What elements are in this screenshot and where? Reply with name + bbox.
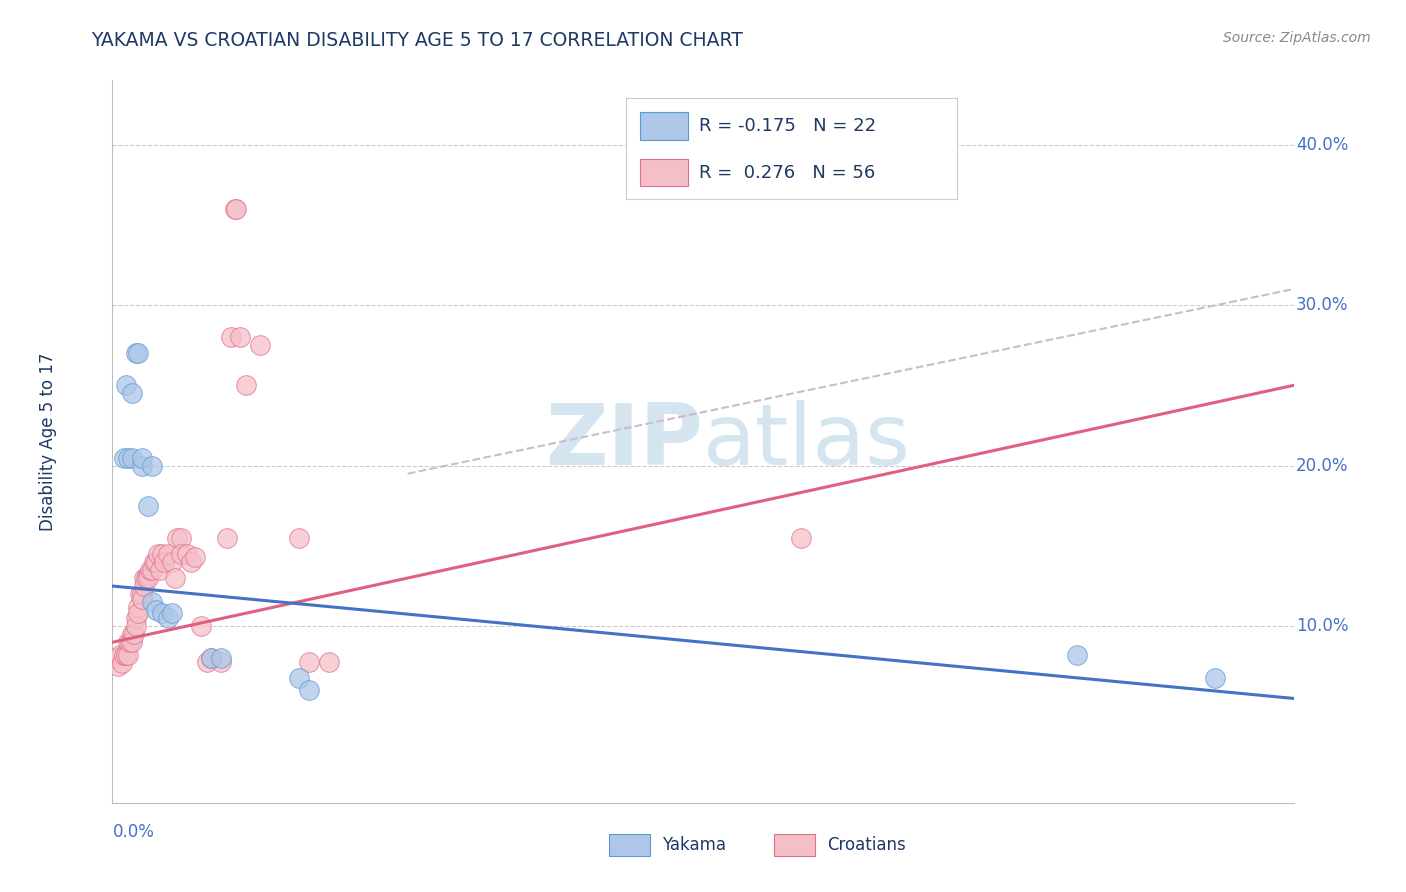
Point <box>136 499 159 513</box>
Point <box>122 627 145 641</box>
Point <box>121 635 143 649</box>
Point <box>125 619 148 633</box>
Point <box>219 330 242 344</box>
Point <box>288 531 311 545</box>
Point <box>125 346 148 360</box>
Text: 0.0%: 0.0% <box>112 823 155 841</box>
Point <box>184 550 207 565</box>
Point <box>127 599 149 614</box>
Point <box>127 607 149 621</box>
FancyBboxPatch shape <box>609 834 650 855</box>
Point <box>160 555 183 569</box>
Point <box>117 450 139 465</box>
Point <box>200 651 222 665</box>
Text: Source: ZipAtlas.com: Source: ZipAtlas.com <box>1223 31 1371 45</box>
Point <box>318 655 340 669</box>
Point <box>115 648 138 662</box>
Point <box>132 571 155 585</box>
Point <box>224 202 246 216</box>
Point <box>150 547 173 561</box>
Point <box>117 635 139 649</box>
Point <box>150 607 173 621</box>
Point <box>107 659 129 673</box>
Point <box>170 531 193 545</box>
Point <box>209 655 232 669</box>
Point <box>120 635 142 649</box>
Point <box>145 603 167 617</box>
Point <box>141 563 163 577</box>
Text: atlas: atlas <box>703 400 911 483</box>
Point <box>136 571 159 585</box>
Point <box>129 587 152 601</box>
Point <box>165 571 187 585</box>
FancyBboxPatch shape <box>640 112 688 139</box>
Point <box>121 450 143 465</box>
Point <box>195 655 218 669</box>
Point <box>298 683 321 698</box>
Point <box>156 547 179 561</box>
Text: YAKAMA VS CROATIAN DISABILITY AGE 5 TO 17 CORRELATION CHART: YAKAMA VS CROATIAN DISABILITY AGE 5 TO 1… <box>91 31 744 50</box>
Point <box>209 651 232 665</box>
Point <box>121 627 143 641</box>
Point <box>200 651 222 665</box>
Point <box>131 450 153 465</box>
Text: Yakama: Yakama <box>662 836 725 854</box>
FancyBboxPatch shape <box>640 159 688 186</box>
Point <box>105 651 128 665</box>
Text: 30.0%: 30.0% <box>1296 296 1348 314</box>
Point <box>127 346 149 360</box>
Point <box>152 555 174 569</box>
Point <box>121 386 143 401</box>
Point <box>170 547 193 561</box>
Point <box>125 611 148 625</box>
Point <box>136 567 159 582</box>
Point <box>176 547 198 561</box>
Point <box>135 571 157 585</box>
Point <box>132 579 155 593</box>
Text: R = -0.175   N = 22: R = -0.175 N = 22 <box>699 117 876 135</box>
Point <box>139 563 162 577</box>
Point <box>1066 648 1088 662</box>
Point <box>145 555 167 569</box>
Text: R =  0.276   N = 56: R = 0.276 N = 56 <box>699 164 876 182</box>
Point <box>111 656 134 670</box>
Point <box>215 531 238 545</box>
Point <box>142 555 165 569</box>
Point <box>166 531 188 545</box>
Point <box>229 330 252 344</box>
Point <box>180 555 202 569</box>
Point <box>160 607 183 621</box>
FancyBboxPatch shape <box>626 98 957 200</box>
Point <box>1204 671 1226 685</box>
Text: 20.0%: 20.0% <box>1296 457 1348 475</box>
Point <box>146 547 169 561</box>
Point <box>225 202 247 216</box>
Point <box>298 655 321 669</box>
Point <box>131 458 153 473</box>
Point <box>235 378 257 392</box>
Point <box>110 648 132 662</box>
Text: ZIP: ZIP <box>546 400 703 483</box>
Point <box>790 531 813 545</box>
Point <box>288 671 311 685</box>
Point <box>156 611 179 625</box>
Text: Disability Age 5 to 17: Disability Age 5 to 17 <box>38 352 56 531</box>
Point <box>131 587 153 601</box>
Point <box>112 450 135 465</box>
Point <box>112 648 135 662</box>
Point <box>190 619 212 633</box>
Point <box>117 648 139 662</box>
Point <box>115 378 138 392</box>
Text: 10.0%: 10.0% <box>1296 617 1348 635</box>
Point <box>131 591 153 606</box>
FancyBboxPatch shape <box>773 834 815 855</box>
Point <box>249 338 271 352</box>
Point <box>141 595 163 609</box>
Text: 40.0%: 40.0% <box>1296 136 1348 153</box>
Text: Croatians: Croatians <box>827 836 905 854</box>
Point <box>149 563 172 577</box>
Point <box>141 458 163 473</box>
